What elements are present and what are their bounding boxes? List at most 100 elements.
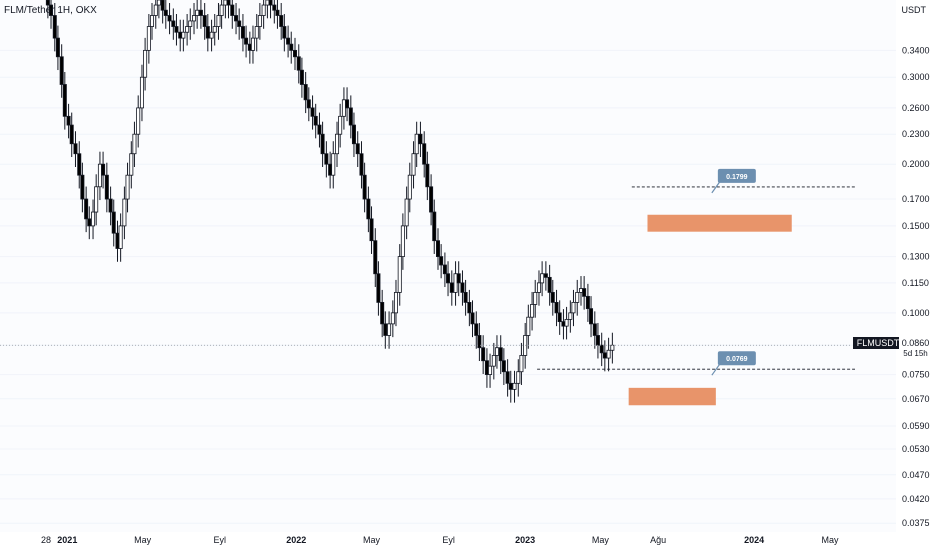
candle-body [477, 335, 482, 349]
candle-body [55, 37, 60, 58]
candle-body [554, 301, 559, 314]
candle-body [516, 371, 521, 384]
y-tick-label: 0.0375 [902, 518, 930, 528]
candle-body [355, 143, 360, 155]
x-tick-label: 2023 [515, 535, 535, 545]
callout-label: 0.1799 [726, 174, 748, 181]
candle-body [456, 273, 461, 284]
candle-body [192, 15, 197, 22]
candle-body [335, 133, 340, 155]
candle-body [122, 198, 127, 227]
candle-body [178, 31, 183, 39]
candle-body [338, 115, 343, 135]
candle-body [519, 355, 524, 373]
candle-body [303, 84, 308, 101]
candle-body [163, 9, 168, 16]
candle-body [153, 4, 158, 16]
candle-body [467, 301, 472, 314]
y-tick-label: 0.1150 [902, 278, 929, 288]
price-unit: USDT [901, 5, 927, 15]
candle-body [435, 240, 440, 257]
candle-body [442, 264, 447, 275]
candle-body [84, 198, 89, 220]
candle-body [414, 133, 419, 155]
candle-body [380, 301, 385, 325]
candle-body [508, 382, 513, 390]
candle-body [73, 143, 78, 155]
candle-body [237, 20, 242, 27]
candle-body [299, 69, 304, 85]
candle-body [592, 323, 597, 336]
candle-body [362, 174, 367, 200]
candle-body [449, 282, 454, 293]
candle-body [575, 292, 580, 303]
y-tick-label: 0.0670 [902, 394, 930, 404]
candle-body [240, 26, 245, 39]
candle-body [599, 344, 604, 354]
candle-body [369, 218, 374, 242]
candle-body [272, 4, 277, 11]
candle-body [536, 282, 541, 293]
candle-body [49, 4, 54, 16]
candle-body [108, 198, 113, 213]
candle-body [582, 288, 587, 297]
candle-body [254, 26, 259, 39]
candle-body [317, 124, 322, 135]
candle-body [540, 273, 545, 284]
candle-body [341, 99, 346, 117]
candle-body [505, 371, 510, 384]
candle-body [366, 198, 371, 220]
candle-body [66, 115, 71, 126]
candle-body [474, 323, 479, 336]
candle-body [212, 26, 217, 33]
x-tick-label: May [821, 535, 839, 545]
candle-body [491, 355, 496, 367]
candle-body [484, 360, 489, 375]
candle-body [345, 99, 350, 109]
candle-body [310, 107, 315, 117]
symbol-price-tag: FLMUSDT [853, 337, 903, 349]
candle-body [373, 240, 378, 275]
candle-body [188, 20, 193, 27]
candle-body [331, 153, 336, 176]
candle-body [320, 133, 325, 155]
candle-body [268, 0, 273, 6]
candle-body [226, 0, 231, 6]
candle-body [425, 163, 430, 188]
candle-body [411, 153, 416, 176]
candle-body [94, 186, 99, 213]
candle-body [564, 318, 569, 327]
x-tick-label: Ağu [650, 535, 666, 545]
callout-label: 0.0769 [726, 356, 748, 363]
candle-body [244, 37, 249, 45]
candle-body [87, 218, 92, 227]
candle-body [610, 344, 615, 351]
candle-body [557, 312, 562, 323]
candle-body [561, 321, 566, 327]
candle-body [223, 0, 228, 6]
candle-body [579, 288, 584, 293]
candle-body [547, 276, 552, 293]
candle-body [216, 15, 221, 27]
target-zone [628, 387, 716, 406]
x-tick-label: 2021 [57, 535, 77, 545]
y-tick-label: 0.2300 [902, 129, 930, 139]
candle-body [488, 365, 493, 375]
candle-body [387, 323, 392, 336]
candle-body [171, 20, 176, 27]
candle-body [91, 211, 96, 227]
candle-body [460, 282, 465, 293]
symbol-title[interactable]: FLM/Tether 1H, OKX [4, 5, 97, 16]
candle-body [400, 225, 405, 257]
candle-body [230, 4, 235, 16]
candle-body [101, 163, 106, 176]
candle-body [125, 174, 130, 200]
candle-body [149, 15, 154, 27]
candle-body [129, 153, 134, 176]
candle-body [132, 133, 137, 155]
candle-body [348, 107, 353, 126]
x-tick-label: 2022 [286, 535, 306, 545]
callout-box [717, 168, 756, 183]
candle-body [494, 347, 499, 356]
